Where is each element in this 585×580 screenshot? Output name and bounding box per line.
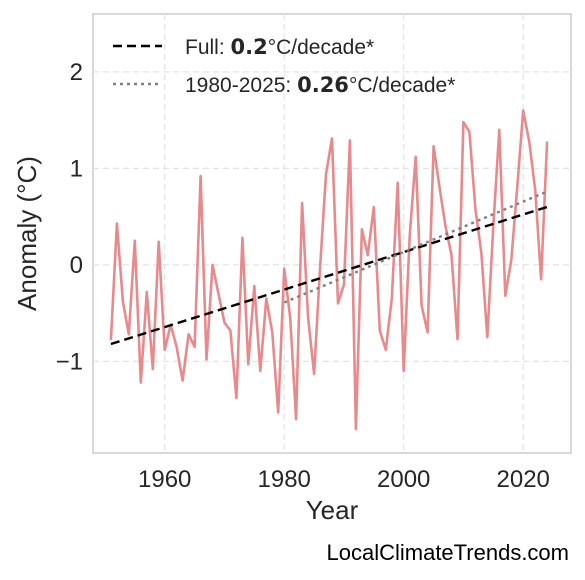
legend-entry: Full: 0.2°C/decade* (185, 35, 374, 59)
x-tick-label: 1980 (258, 466, 311, 493)
tick-labels: 1960 1980 2000 2020 −1 0 1 2 (56, 59, 550, 493)
plot-area (92, 13, 572, 454)
series-group (109, 109, 549, 431)
watermark-text: LocalClimateTrends.com (327, 540, 570, 565)
legend-prefix: 1980-2025: (185, 74, 297, 97)
x-tick-label: 2000 (377, 466, 430, 493)
y-tick-label: −1 (56, 348, 83, 375)
trend-line-full (110, 205, 548, 346)
trend-line-1980-2025 (283, 190, 548, 304)
y-tick-label: 0 (70, 252, 83, 279)
legend-prefix: Full: (185, 36, 231, 59)
legend-rate-value: 0.2 (231, 35, 268, 59)
legend-entry: 1980-2025: 0.26°C/decade* (185, 73, 455, 97)
anomaly-series-line (109, 109, 549, 431)
x-tick-label: 2020 (497, 466, 550, 493)
y-axis-label: Anomaly (°C) (12, 156, 42, 311)
grid-lines (93, 14, 571, 453)
legend-rate-value: 0.26 (297, 73, 349, 97)
legend-suffix: °C/decade* (349, 74, 455, 97)
x-tick-label: 1960 (138, 466, 191, 493)
legend-suffix: °C/decade* (268, 36, 374, 59)
y-tick-label: 2 (70, 59, 83, 86)
y-tick-label: 1 (70, 155, 83, 182)
x-axis-label: Year (306, 495, 359, 525)
legend: Full: 0.2°C/decade*1980-2025: 0.26°C/dec… (113, 35, 455, 97)
